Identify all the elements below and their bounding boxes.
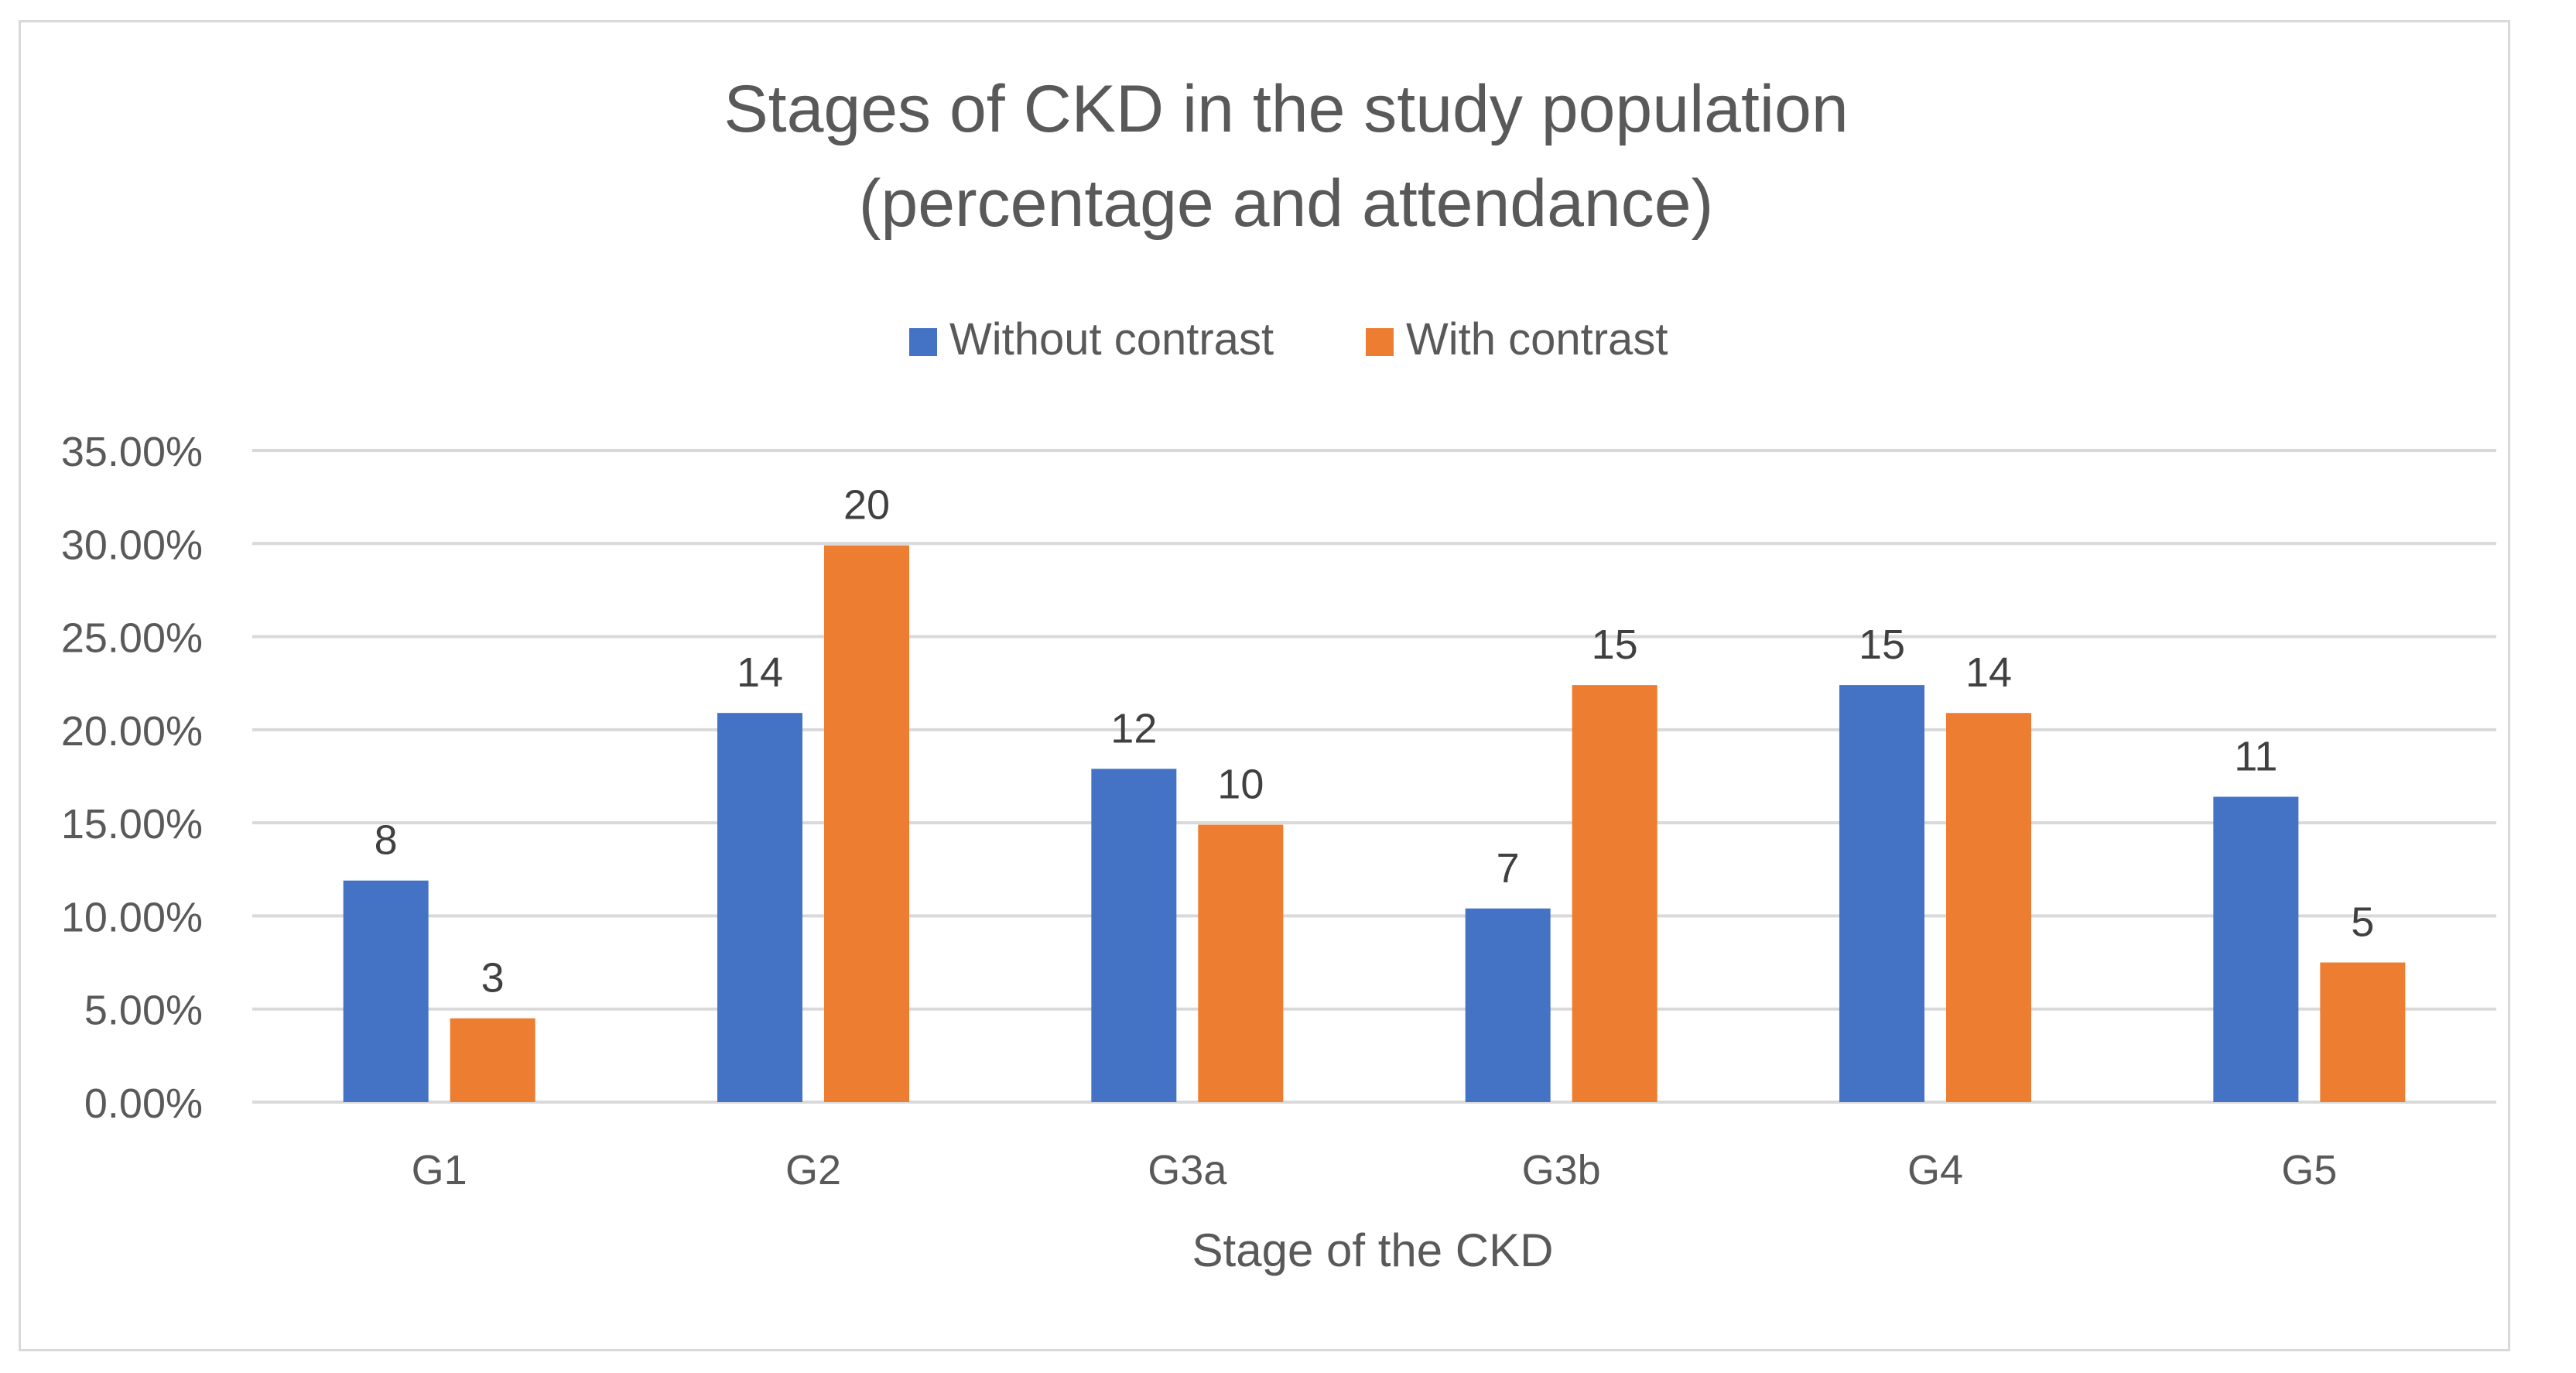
bar-G3b-with-contrast: [1572, 685, 1657, 1102]
bar-G4-without-contrast: [1839, 685, 1924, 1102]
bar-G3b-without-contrast: [1465, 908, 1551, 1102]
x-tick-label-G3a: G3a: [1148, 1147, 1227, 1193]
x-tick-label-G2: G2: [785, 1147, 841, 1193]
bar-G3a-with-contrast: [1198, 824, 1284, 1102]
bar-G2-with-contrast: [824, 545, 909, 1102]
legend-label-1: Without contrast: [949, 314, 1274, 365]
x-tick-label-G4: G4: [1907, 1147, 1963, 1193]
bar-G5-without-contrast: [2213, 796, 2299, 1102]
legend-label-2: With contrast: [1406, 314, 1668, 365]
chart-title: Stages of CKD in the study population (pe…: [724, 72, 1848, 241]
data-label-G1-with-contrast: 3: [481, 955, 505, 1002]
bar-G1-without-contrast: [343, 880, 429, 1102]
bar-G4-with-contrast: [1946, 713, 2031, 1102]
y-tick-label: 0.00%: [84, 1080, 203, 1127]
y-tick-label: 30.00%: [61, 522, 203, 568]
x-tick-label-G5: G5: [2281, 1147, 2337, 1193]
x-axis-ticks: G1 G2 G3a G3b G4 G5: [412, 1147, 2338, 1193]
y-tick-label: 25.00%: [61, 615, 203, 662]
chart-title-line-1: Stages of CKD in the study population: [724, 72, 1848, 146]
bar-G1-with-contrast: [450, 1018, 535, 1102]
y-tick-label: 5.00%: [84, 988, 203, 1034]
data-label-G5-without-contrast: 11: [2234, 733, 2277, 779]
bar-G2-without-contrast: [717, 713, 802, 1102]
data-label-G1-without-contrast: 8: [375, 817, 398, 864]
chart-frame: [19, 20, 2510, 1351]
y-tick-label: 10.00%: [61, 894, 203, 940]
bars: [343, 545, 2406, 1102]
data-label-G4-with-contrast: 14: [1965, 649, 2012, 696]
x-axis-label: Stage of the CKD: [1192, 1224, 1554, 1276]
y-tick-label: 20.00%: [61, 708, 203, 755]
data-label-G3a-without-contrast: 12: [1110, 705, 1157, 752]
y-tick-label: 35.00%: [61, 429, 203, 475]
data-label-G2-with-contrast: 20: [843, 482, 890, 529]
data-label-G3b-with-contrast: 15: [1592, 621, 1638, 668]
data-label-G3b-without-contrast: 7: [1497, 845, 1520, 892]
x-tick-label-G3b: G3b: [1522, 1147, 1601, 1193]
data-label-G2-without-contrast: 14: [737, 649, 783, 696]
data-label-G3a-with-contrast: 10: [1217, 762, 1264, 808]
legend-swatch-1: [909, 328, 937, 356]
data-label-G5-with-contrast: 5: [2351, 899, 2374, 946]
x-tick-label-G1: G1: [412, 1147, 467, 1193]
legend-swatch-2: [1366, 328, 1394, 356]
chart-legend: Without contrast With contrast: [909, 314, 1668, 365]
gridlines: [252, 449, 2496, 1104]
data-labels: 8 3 14 20 12 10 7 15 15 14 11 5: [375, 482, 2375, 1002]
bar-G5-with-contrast: [2320, 962, 2406, 1102]
y-tick-label: 15.00%: [61, 801, 203, 847]
bar-G3a-without-contrast: [1091, 769, 1177, 1102]
chart-title-line-2: (percentage and attendance): [859, 166, 1713, 241]
data-label-G4-without-contrast: 15: [1859, 621, 1905, 668]
y-axis-ticks: 0.00% 5.00% 10.00% 15.00% 20.00% 25.00% 30.00%…: [61, 429, 203, 1127]
